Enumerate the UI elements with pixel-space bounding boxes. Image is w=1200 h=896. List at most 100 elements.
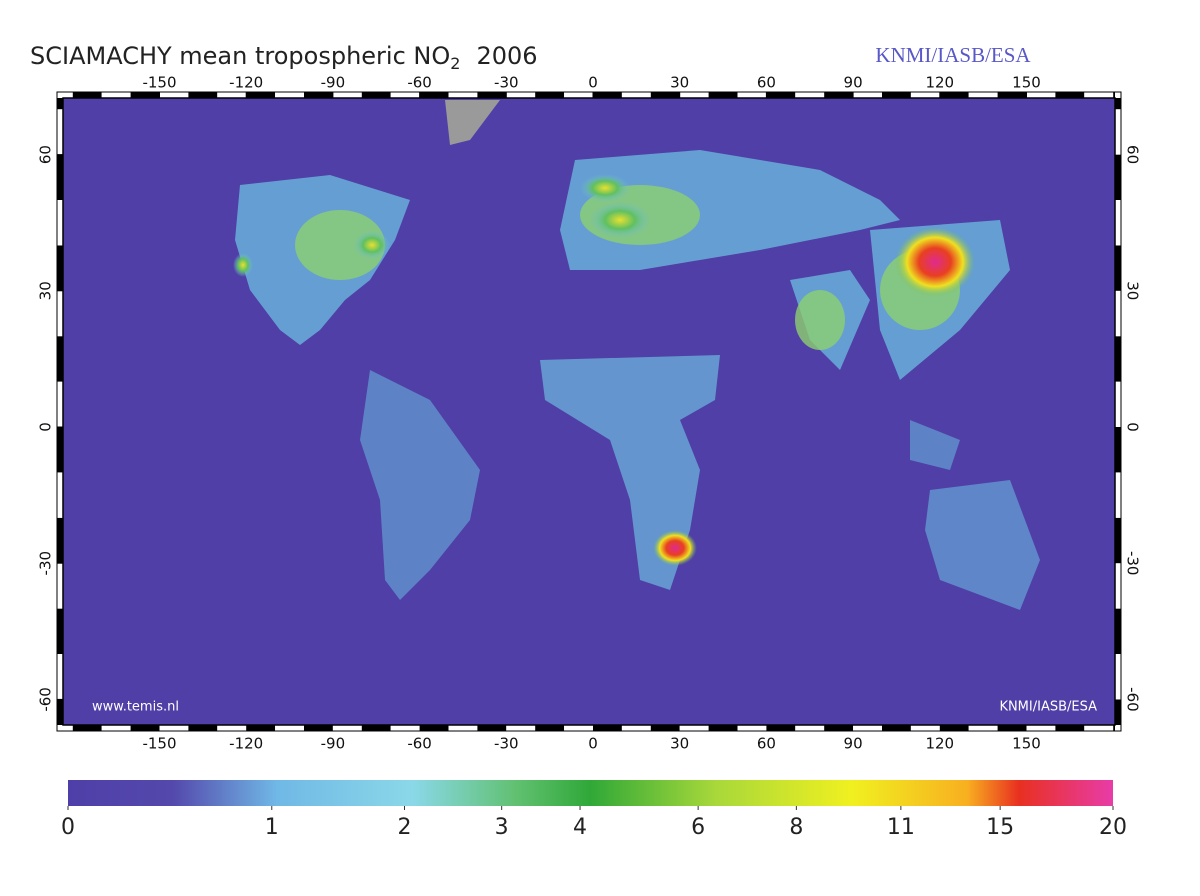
frame-segment xyxy=(57,427,63,473)
map-border xyxy=(62,97,1116,726)
lon-tick-label-top: -90 xyxy=(321,74,346,92)
frame-segment xyxy=(506,92,536,98)
frame-segment xyxy=(939,725,969,731)
frame-segment xyxy=(101,92,131,98)
frame-segment xyxy=(361,725,391,731)
colorbar-tick-label: 6 xyxy=(691,815,705,840)
frame-segment xyxy=(63,725,73,731)
credit: KNMI/IASB/ESA xyxy=(875,43,1031,67)
lon-tick-label-top: -150 xyxy=(142,74,176,92)
frame-segment xyxy=(361,92,391,98)
frame-segment xyxy=(1115,563,1121,609)
frame-segment xyxy=(621,725,651,731)
frame-segment xyxy=(564,725,593,731)
frame-segment xyxy=(795,725,825,731)
frame-segment xyxy=(217,725,247,731)
frame-segment xyxy=(853,725,882,731)
frame-segment xyxy=(968,725,998,731)
frame-segment xyxy=(795,92,825,98)
lat-tick-label-left: 0 xyxy=(37,422,55,432)
frame-segment xyxy=(564,92,593,98)
frame-segment xyxy=(1115,608,1121,654)
frame-segment xyxy=(57,154,63,200)
colorbar-tick-label: 2 xyxy=(397,815,411,840)
lat-tick-label-right: 30 xyxy=(1124,281,1142,300)
colorbar-tick-label: 4 xyxy=(573,815,587,840)
frame-segment xyxy=(246,725,276,731)
lat-tick-label-right: -60 xyxy=(1124,687,1142,712)
frame-segment xyxy=(57,608,63,654)
frame-segment xyxy=(910,725,940,731)
frame-segment xyxy=(650,725,680,731)
lon-tick-label-top: 90 xyxy=(844,74,863,92)
lat-tick-label-right: 0 xyxy=(1124,422,1142,432)
frame-segment xyxy=(57,654,63,700)
frame-segment xyxy=(477,725,507,731)
frame-segment xyxy=(535,725,565,731)
frame-segment xyxy=(679,92,709,98)
frame-segment xyxy=(1115,517,1121,564)
greenland xyxy=(445,100,500,145)
frame-segment xyxy=(57,517,63,564)
colorbar-tick-label: 20 xyxy=(1099,815,1127,840)
frame-segment xyxy=(332,92,362,98)
lon-tick-label-bottom: -60 xyxy=(407,735,432,753)
frame-segment xyxy=(57,245,63,291)
lon-tick-label-top: -30 xyxy=(494,74,519,92)
frame-segment xyxy=(737,92,767,98)
frame-segment xyxy=(1113,725,1115,731)
frame-segment xyxy=(593,725,622,731)
frame-segment xyxy=(390,725,420,731)
frame-segment xyxy=(57,200,63,246)
lon-tick-label-bottom: -30 xyxy=(494,735,519,753)
frame-segment xyxy=(997,92,1027,98)
frame-segment xyxy=(1055,725,1085,731)
frame-segment xyxy=(448,725,478,731)
frame-segment xyxy=(57,336,63,382)
frame-segment xyxy=(159,725,189,731)
frame-segment xyxy=(448,92,478,98)
frame-segment xyxy=(1084,725,1114,731)
colorbar-tick-label: 3 xyxy=(495,815,509,840)
title-text: SCIAMACHY mean tropospheric NO xyxy=(30,42,450,70)
map-credit: KNMI/IASB/ESA xyxy=(999,700,1097,715)
frame-segment xyxy=(679,725,709,731)
colorbar-tick-label: 15 xyxy=(986,815,1014,840)
frame-segment xyxy=(824,725,854,731)
frame-segment xyxy=(477,92,507,98)
frame-segment xyxy=(1115,200,1121,246)
frame-segment xyxy=(766,725,796,731)
frame-segment xyxy=(246,92,276,98)
frame-segment xyxy=(1115,336,1121,382)
frame-segment xyxy=(708,725,738,731)
frame-segment xyxy=(1055,92,1085,98)
frame-segment xyxy=(57,98,63,110)
frame-segment xyxy=(1115,654,1121,700)
lon-tick-label-top: -60 xyxy=(407,74,432,92)
frame-segment xyxy=(1084,92,1114,98)
lon-tick-label-bottom: 90 xyxy=(844,735,863,753)
lat-tick-label-left: -60 xyxy=(37,687,55,712)
lat-tick-label-left: -30 xyxy=(37,551,55,576)
frame-segment xyxy=(621,92,651,98)
lon-tick-label-bottom: 30 xyxy=(670,735,689,753)
frame-segment xyxy=(275,725,304,731)
frame-segment xyxy=(130,92,160,98)
frame-segment xyxy=(1026,725,1056,731)
frame-segment xyxy=(853,92,882,98)
frame-segment xyxy=(419,725,449,731)
title-year: 2006 xyxy=(476,42,537,70)
lon-tick-label-bottom: 120 xyxy=(925,735,954,753)
frame-segment xyxy=(1115,98,1121,110)
frame-segment xyxy=(1115,109,1121,155)
frame-segment xyxy=(188,725,218,731)
lon-tick-label-top: 60 xyxy=(757,74,776,92)
frame-segment xyxy=(650,92,680,98)
frame-segment xyxy=(188,92,218,98)
lon-tick-label-top: 30 xyxy=(670,74,689,92)
frame-segment xyxy=(939,92,969,98)
frame-segment xyxy=(72,92,102,98)
frame-segment xyxy=(217,92,247,98)
frame-segment xyxy=(1115,427,1121,473)
frame-segment xyxy=(72,725,102,731)
